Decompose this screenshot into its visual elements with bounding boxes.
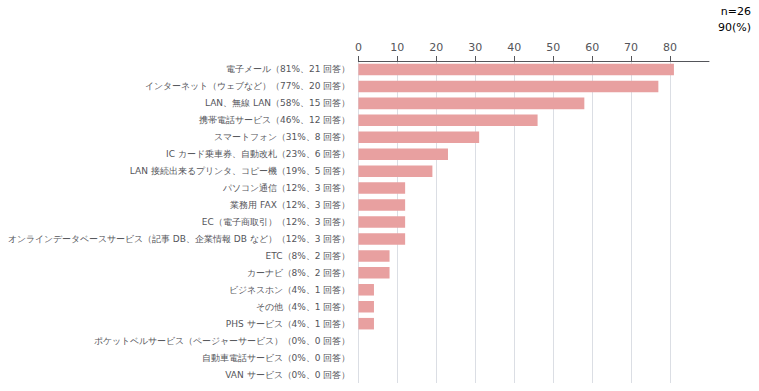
svg-text:スマートフォン（31%、8 回答）: スマートフォン（31%、8 回答）	[214, 132, 351, 142]
svg-text:ビジネスホン（4%、1 回答）: ビジネスホン（4%、1 回答）	[229, 285, 351, 295]
svg-text:パソコン通信（12%、3 回答）: パソコン通信（12%、3 回答）	[222, 183, 351, 193]
svg-text:ポケットベルサービス（ページャーサービス）（0%、0 回答）: ポケットベルサービス（ページャーサービス）（0%、0 回答）	[94, 336, 351, 346]
svg-text:20: 20	[429, 41, 443, 54]
svg-text:PHS サービス（4%、1 回答）: PHS サービス（4%、1 回答）	[226, 319, 351, 329]
svg-text:電子メール（81%、21 回答）: 電子メール（81%、21 回答）	[226, 64, 350, 74]
svg-text:n=26: n=26	[721, 5, 751, 18]
svg-text:60: 60	[585, 41, 599, 54]
svg-text:LAN、無線 LAN（58%、15 回答）: LAN、無線 LAN（58%、15 回答）	[205, 98, 350, 108]
svg-text:ETC（8%、2 回答）: ETC（8%、2 回答）	[266, 251, 351, 261]
svg-text:LAN 接続出来るプリンタ、コピー機（19%、5 回答）: LAN 接続出来るプリンタ、コピー機（19%、5 回答）	[130, 166, 351, 176]
svg-text:携帯電話サービス（46%、12 回答）: 携帯電話サービス（46%、12 回答）	[199, 115, 350, 125]
svg-text:インターネット（ウェブなど）（77%、20 回答）: インターネット（ウェブなど）（77%、20 回答）	[145, 81, 350, 91]
svg-text:40: 40	[507, 41, 521, 54]
svg-text:カーナビ（8%、2 回答）: カーナビ（8%、2 回答）	[247, 268, 351, 278]
svg-text:30: 30	[468, 41, 482, 54]
svg-text:オンラインデータベースサービス（記事 DB、企業情報 DB: オンラインデータベースサービス（記事 DB、企業情報 DB など）（12%、3 …	[8, 234, 350, 244]
svg-text:業務用 FAX（12%、3 回答）: 業務用 FAX（12%、3 回答）	[230, 200, 350, 210]
svg-text:80: 80	[663, 41, 677, 54]
svg-text:10: 10	[390, 41, 404, 54]
svg-text:EC（電子商取引）（12%、3 回答）: EC（電子商取引）（12%、3 回答）	[202, 217, 351, 227]
svg-text:VAN サービス（0%、0 回答）: VAN サービス（0%、0 回答）	[225, 370, 350, 380]
svg-text:その他（4%、1 回答）: その他（4%、1 回答）	[256, 302, 351, 312]
svg-text:IC カード乗車券、自動改札（23%、6 回答）: IC カード乗車券、自動改札（23%、6 回答）	[166, 149, 350, 159]
svg-text:自動車電話サービス（0%、0 回答）: 自動車電話サービス（0%、0 回答）	[202, 353, 351, 363]
svg-text:70: 70	[624, 41, 638, 54]
svg-text:0: 0	[355, 41, 362, 54]
svg-text:90(%): 90(%)	[718, 21, 751, 34]
svg-text:50: 50	[546, 41, 560, 54]
